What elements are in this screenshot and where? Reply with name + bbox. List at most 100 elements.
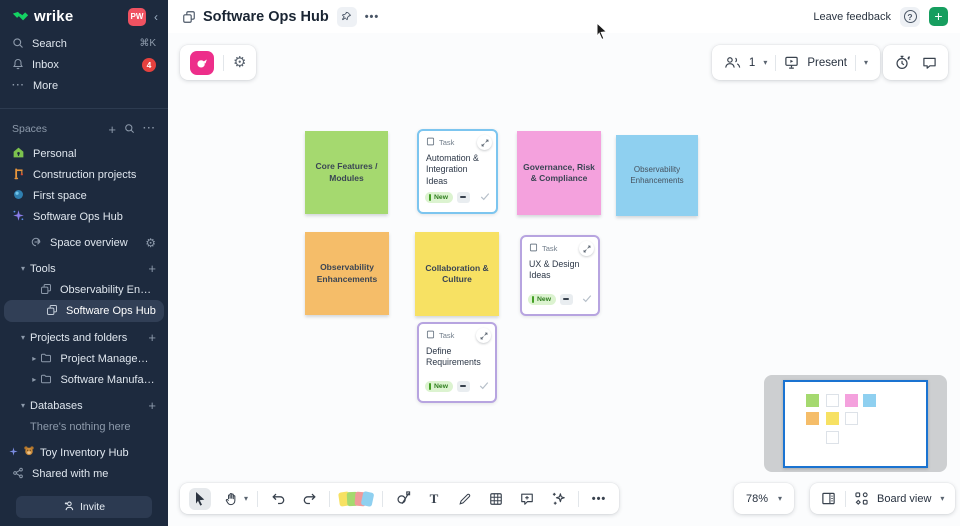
chevron-down-icon[interactable]: ▾ xyxy=(940,494,945,503)
task-card-automation[interactable]: Task Automation & Integration Ideas New xyxy=(417,129,498,214)
add-project-icon[interactable]: + xyxy=(148,330,156,345)
sidebar-item-construction-projects[interactable]: Construction projects xyxy=(0,164,168,185)
expand-icon[interactable] xyxy=(476,328,491,343)
collapse-sidebar-icon[interactable]: ‹ xyxy=(154,9,158,24)
board-more-options-icon[interactable]: ••• xyxy=(364,10,380,23)
chevron-down-icon[interactable]: ▾ xyxy=(20,401,25,410)
add-database-icon[interactable]: + xyxy=(148,398,156,413)
search-spaces-icon[interactable] xyxy=(124,123,135,136)
sidebar-item-observability-board[interactable]: Observability Enhanc... xyxy=(0,279,168,300)
chevron-right-icon[interactable]: ▸ xyxy=(32,375,37,384)
status-badge[interactable]: New xyxy=(425,191,453,203)
expand-icon[interactable] xyxy=(579,241,594,256)
sidebar-item-shared-with-me[interactable]: Shared with me xyxy=(0,463,168,484)
task-card-define-requirements[interactable]: Task Define Requirements New xyxy=(417,322,497,403)
task-title: Automation & Integration Ideas xyxy=(426,153,479,186)
add-tool-icon[interactable]: + xyxy=(148,261,156,276)
spaces-more-icon[interactable]: ··· xyxy=(143,123,156,134)
sticky-note-observability-orange[interactable]: Observability Enhancements xyxy=(305,232,389,315)
view-switcher-label[interactable]: Board view xyxy=(877,492,932,505)
shapes-tool[interactable] xyxy=(392,488,414,510)
complete-check-icon[interactable] xyxy=(479,377,489,395)
leave-feedback-link[interactable]: Leave feedback xyxy=(813,10,891,23)
complete-check-icon[interactable] xyxy=(480,188,490,206)
redo-button[interactable] xyxy=(298,488,320,510)
sidebar-item-toy-inventory-hub[interactable]: Toy Inventory Hub xyxy=(0,442,168,463)
pan-tool[interactable]: ▾ xyxy=(220,488,248,510)
pin-button[interactable] xyxy=(336,6,357,27)
collaborator-count[interactable]: 1 xyxy=(748,56,756,69)
sidebar-group-databases[interactable]: ▾ Databases + xyxy=(0,395,168,416)
invite-button[interactable]: Invite xyxy=(16,496,152,518)
personal-space-icon xyxy=(12,146,25,162)
sticky-note-core-features[interactable]: Core Features / Modules xyxy=(305,131,388,214)
task-footer: New xyxy=(425,377,489,395)
divider xyxy=(329,490,331,507)
ai-sparkle-tool[interactable] xyxy=(547,488,569,510)
present-button-label[interactable]: Present xyxy=(807,56,847,69)
sidebar-group-projects-and-folders[interactable]: ▾ Projects and folders + xyxy=(0,327,168,348)
task-type-label: Task xyxy=(542,244,558,253)
sidebar-item-project-management-folder[interactable]: ▸ Project Management ... xyxy=(0,348,168,369)
select-tool[interactable] xyxy=(189,487,211,510)
spaces-label: Spaces xyxy=(12,123,48,135)
present-icon xyxy=(784,55,799,70)
sticky-note-collaboration[interactable]: Collaboration & Culture xyxy=(415,232,499,316)
help-button[interactable]: ? xyxy=(900,6,920,27)
add-space-icon[interactable]: + xyxy=(108,121,116,137)
assignee-placeholder-icon[interactable] xyxy=(456,191,470,203)
sidebar-item-more[interactable]: ··· More xyxy=(0,75,168,96)
sticky-note-observability-blue[interactable]: Observability Enhancements xyxy=(616,135,698,216)
undo-button[interactable] xyxy=(267,488,289,510)
software-ops-hub-space-icon xyxy=(12,209,25,225)
chevron-down-icon[interactable]: ▾ xyxy=(244,494,249,503)
pen-tool[interactable] xyxy=(454,488,476,510)
sidebar-item-software-ops-hub[interactable]: Software Ops Hub xyxy=(0,206,168,227)
timer-comment-toolbar xyxy=(883,45,948,80)
status-badge[interactable]: New xyxy=(425,380,453,392)
assignee-placeholder-icon[interactable] xyxy=(559,293,573,305)
whiteboard-brand-icon[interactable] xyxy=(190,50,214,75)
sticky-note-governance[interactable]: Governance, Risk & Compliance xyxy=(517,131,601,215)
status-badge[interactable]: New xyxy=(528,293,556,305)
sidebar-item-space-overview[interactable]: Space overview ⚙ xyxy=(0,232,168,253)
sidebar-group-tools[interactable]: ▾ Tools + xyxy=(0,258,168,279)
assignee-placeholder-icon[interactable] xyxy=(456,380,470,392)
frames-icon[interactable] xyxy=(821,491,836,506)
chevron-down-icon[interactable]: ▾ xyxy=(20,264,25,273)
tool-board-label: Software Ops Hub xyxy=(66,305,156,317)
comment-tool[interactable] xyxy=(516,488,538,510)
toy-inventory-hub-label: Toy Inventory Hub xyxy=(40,446,129,459)
sidebar-item-search[interactable]: Search ⌘K xyxy=(0,33,168,54)
sidebar-item-personal[interactable]: Personal xyxy=(0,143,168,164)
space-settings-gear-icon[interactable]: ⚙ xyxy=(145,235,156,250)
status-bar-icon xyxy=(429,382,431,390)
board-settings-gear-icon[interactable]: ⚙ xyxy=(233,54,247,71)
timer-icon[interactable] xyxy=(894,55,911,70)
toolbar-more-icon[interactable]: ••• xyxy=(591,492,607,505)
complete-check-icon[interactable] xyxy=(582,290,592,308)
zoom-control[interactable]: 78% ▾ xyxy=(734,483,795,514)
chevron-down-icon[interactable]: ▾ xyxy=(863,58,868,67)
folder-label: Software Manufacturi... xyxy=(60,373,156,386)
sticky-text: Observability Enhancements xyxy=(630,165,684,185)
create-new-button[interactable]: + xyxy=(929,7,948,26)
minimap-cell xyxy=(845,412,858,425)
expand-icon[interactable] xyxy=(477,135,492,150)
sidebar-item-inbox[interactable]: Inbox 4 xyxy=(0,54,168,75)
minimap[interactable] xyxy=(764,375,947,472)
sidebar-item-software-manufacturing-folder[interactable]: ▸ Software Manufacturi... xyxy=(0,369,168,390)
sidebar-item-software-ops-hub-board-selected[interactable]: Software Ops Hub xyxy=(4,300,164,322)
more-label: More xyxy=(33,79,59,92)
text-tool[interactable]: T xyxy=(429,490,439,506)
user-avatar[interactable]: PW xyxy=(128,7,146,26)
table-tool[interactable] xyxy=(485,488,507,510)
chevron-down-icon[interactable]: ▾ xyxy=(763,58,768,67)
chevron-right-icon[interactable]: ▸ xyxy=(32,354,37,363)
divider xyxy=(382,490,384,507)
chevron-down-icon[interactable]: ▾ xyxy=(20,333,25,342)
sidebar-item-first-space[interactable]: First space xyxy=(0,185,168,206)
task-card-ux-design[interactable]: Task UX & Design Ideas New xyxy=(520,235,600,316)
sticky-note-tool[interactable] xyxy=(338,489,375,509)
comment-icon[interactable] xyxy=(922,56,937,70)
